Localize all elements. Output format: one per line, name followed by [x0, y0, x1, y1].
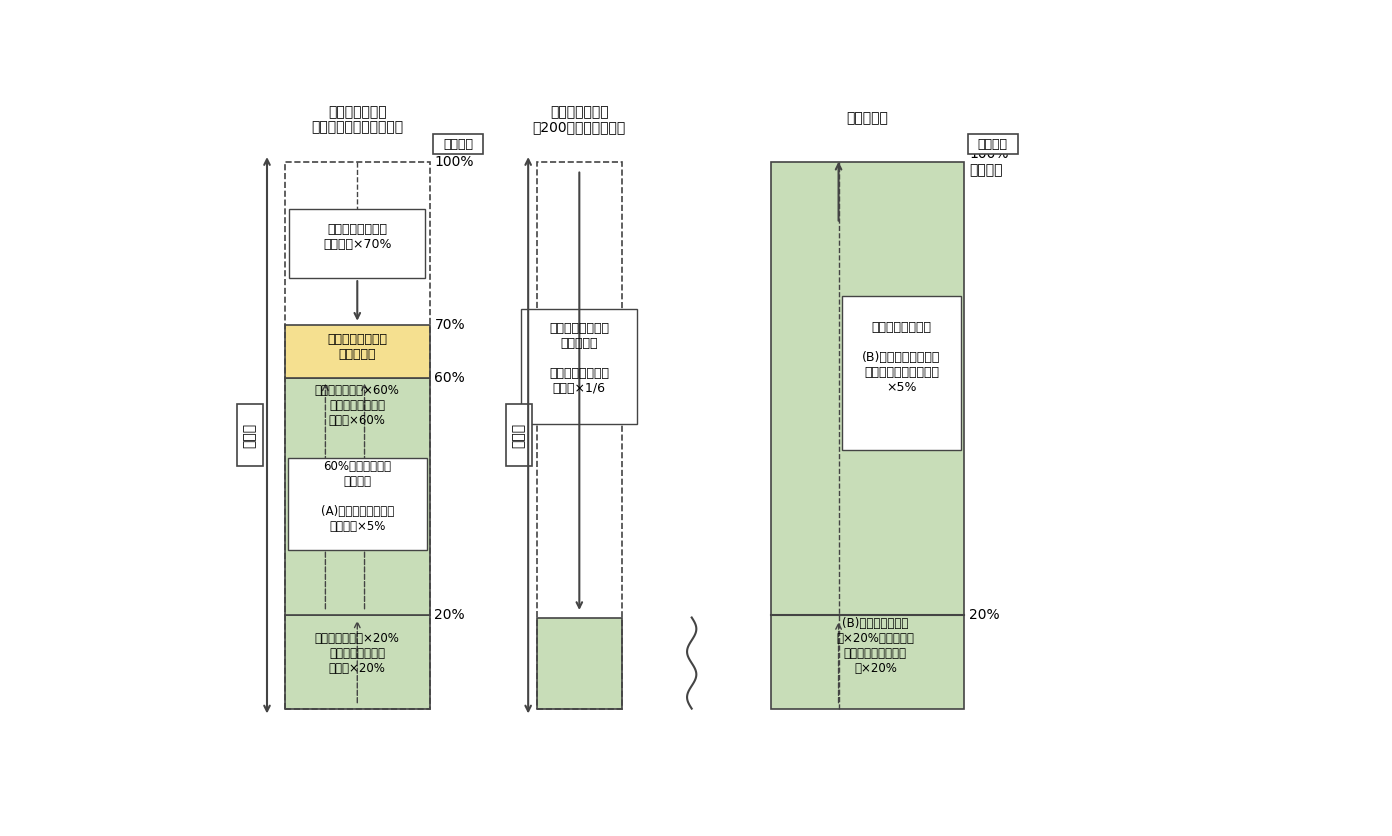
- Bar: [771, 614, 965, 709]
- Bar: [285, 614, 430, 709]
- Text: （Ａ）が評価額×20%
を下回る場合は、
評価額×20%: （Ａ）が評価額×20% を下回る場合は、 評価額×20%: [315, 633, 400, 675]
- Text: (B)が特例課税標準
額×20%を下回る場
合は、特例課税標準
額×20%: (B)が特例課税標準 額×20%を下回る場 合は、特例課税標準 額×20%: [837, 617, 915, 675]
- Bar: [285, 325, 430, 378]
- Bar: [285, 378, 430, 614]
- Bar: [537, 618, 622, 709]
- Text: 70%: 70%: [434, 319, 465, 332]
- Text: 商業地等の宅地: 商業地等の宅地: [329, 105, 387, 119]
- Text: （住宅用地以外の宅地）: （住宅用地以外の宅地）: [312, 120, 404, 135]
- Bar: [771, 162, 965, 614]
- Text: 60%まで段階的に
引き上げ

(A)＝前年度課税標準
額＋価格×5%: 60%まで段階的に 引き上げ (A)＝前年度課税標準 額＋価格×5%: [320, 460, 394, 533]
- Text: 20%: 20%: [434, 608, 465, 622]
- Bar: [290, 209, 425, 278]
- Bar: [521, 308, 638, 425]
- Text: 段階的に引き上げ

(B)＝前年度課税標準
額＋特例後課税標準額
×5%: 段階的に引き上げ (B)＝前年度課税標準 額＋特例後課税標準額 ×5%: [862, 321, 941, 394]
- Bar: [537, 162, 622, 709]
- Bar: [842, 296, 962, 450]
- Bar: [505, 405, 532, 466]
- Text: 課税標準額の上限
＝評価額×70%: 課税標準額の上限 ＝評価額×70%: [323, 223, 391, 252]
- Text: 評価額: 評価額: [244, 423, 258, 448]
- Bar: [237, 405, 263, 466]
- Text: ＜拡大図＞: ＜拡大図＞: [846, 111, 888, 125]
- Text: （Ａ）が評価額×60%
を上回る場合は、
評価額×60%: （Ａ）が評価額×60% を上回る場合は、 評価額×60%: [315, 384, 400, 426]
- Text: 住宅用地の課税標
準額の特例

小規模住宅用地＝
評価額×1/6: 住宅用地の課税標 準額の特例 小規模住宅用地＝ 評価額×1/6: [550, 323, 610, 395]
- Text: 負担水準: 負担水準: [443, 138, 473, 150]
- Text: 小規模住宅用地: 小規模住宅用地: [550, 105, 608, 119]
- Bar: [288, 457, 427, 550]
- Text: 負担水準: 負担水準: [977, 138, 1008, 150]
- Text: （200㎡以下の部分）: （200㎡以下の部分）: [533, 120, 626, 135]
- Text: 100%: 100%: [434, 155, 473, 169]
- Text: 20%: 20%: [969, 608, 999, 622]
- Text: 評価額: 評価額: [512, 423, 526, 448]
- Bar: [967, 135, 1018, 154]
- Text: 前年度課税標準額
を据え置き: 前年度課税標準額 を据え置き: [327, 333, 387, 360]
- Text: 100%
（上限）: 100% （上限）: [969, 147, 1009, 177]
- Bar: [433, 135, 483, 154]
- Text: 60%: 60%: [434, 370, 465, 385]
- Bar: [285, 162, 430, 709]
